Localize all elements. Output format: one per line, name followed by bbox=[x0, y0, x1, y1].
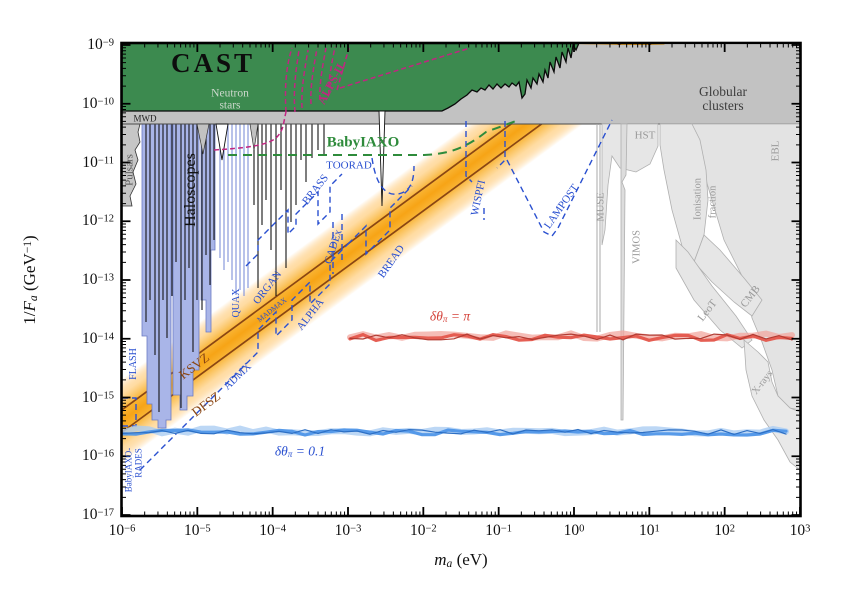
cast-region bbox=[122, 43, 580, 112]
ionisation-label: Ionisation bbox=[692, 178, 704, 220]
alps-ii-projection-curves bbox=[213, 46, 471, 151]
scribble-bands bbox=[122, 330, 795, 437]
neutron-star-wedge-2 bbox=[249, 123, 259, 151]
neutron-star-wedge bbox=[196, 123, 210, 155]
x-tick-10e1: 101 bbox=[638, 522, 660, 539]
y-tick-10e-14: 10−14 bbox=[82, 329, 114, 347]
hst-label: HST bbox=[634, 129, 656, 142]
delta-theta-01-label: δθπ = 0.1 bbox=[274, 443, 326, 460]
y-tick-10e-12: 10−12 bbox=[82, 212, 114, 230]
x-axis-title: ma (eV) bbox=[434, 549, 488, 571]
minor-ticks bbox=[121, 43, 801, 516]
x-tick-10e-6: 10−6 bbox=[108, 522, 136, 539]
band-delta-theta-01-stroke-2 bbox=[122, 428, 787, 436]
y-tick-10e-10: 10−10 bbox=[82, 94, 114, 112]
y-axis-title: 1/Fa (GeV−1) bbox=[19, 235, 41, 325]
y-tick-10e-16: 10−16 bbox=[82, 447, 114, 465]
y-tick-10e-17: 10−17 bbox=[82, 506, 114, 523]
quax-label: QUAX bbox=[230, 288, 242, 318]
x-tick-10e-3: 10−3 bbox=[334, 522, 362, 539]
projection-curves-blue bbox=[122, 119, 613, 471]
y-tick-10e-9: 10−9 bbox=[87, 36, 114, 53]
lampost-projection-curve bbox=[506, 119, 613, 237]
cadex-projection-curve bbox=[332, 214, 343, 274]
delta-theta-pi-label: δθπ = π bbox=[429, 308, 471, 325]
haloscope-spikes bbox=[145, 124, 325, 412]
band-delta-theta-pi-stroke-1 bbox=[348, 332, 794, 343]
cast-label: CAST bbox=[170, 48, 256, 79]
x-tick-10e0: 100 bbox=[563, 522, 585, 539]
globular-clusters-label: Globular clusters bbox=[699, 84, 747, 113]
brass-projection-curve bbox=[245, 173, 343, 267]
y-tick-10e-11: 10−11 bbox=[82, 153, 114, 171]
astro-grey-regions bbox=[596, 123, 800, 471]
quax-lines bbox=[219, 124, 249, 296]
xrays-region bbox=[743, 339, 800, 471]
toorad-projection-curve bbox=[371, 157, 415, 195]
band-delta-theta-pi-stroke-2 bbox=[349, 333, 793, 341]
bread-projection-curve bbox=[347, 185, 413, 256]
hst-region bbox=[601, 123, 659, 246]
vimos-region bbox=[620, 123, 628, 421]
ebl-label: EBL bbox=[769, 140, 782, 162]
white-gap-wedge bbox=[215, 123, 229, 161]
x-tick-10e-4: 10−4 bbox=[259, 522, 287, 539]
cmb-region bbox=[693, 234, 763, 317]
haloscopes-label: Haloscopes bbox=[181, 153, 199, 227]
x-tick-10e-2: 10−2 bbox=[409, 522, 437, 539]
babyiaxo-projection-curve bbox=[228, 120, 517, 156]
babyiaxo-rades-label-1: BabyIAXO- bbox=[123, 447, 134, 493]
flash-label: FLASH bbox=[127, 348, 139, 380]
fraction-label: fraction bbox=[707, 185, 719, 219]
pulsars-region bbox=[122, 123, 141, 207]
x-tick-10e-1: 10−1 bbox=[485, 522, 513, 539]
vimos-label: VIMOS bbox=[631, 230, 643, 264]
babyiaxo-label: BabyIAXO bbox=[326, 134, 400, 151]
admx-projection-curve bbox=[139, 243, 349, 471]
y-tick-10e-15: 10−15 bbox=[82, 388, 114, 406]
babyiaxo-rades-label-2: RADES bbox=[133, 448, 144, 478]
y-tick-10e-13: 10−13 bbox=[82, 271, 114, 288]
axis-ticks bbox=[121, 43, 801, 516]
wispfi-projection-curve bbox=[465, 121, 506, 220]
notch-spike bbox=[378, 110, 386, 207]
pulsars-label: Pulsars bbox=[123, 154, 136, 186]
neutron-stars-label: Neutron stars bbox=[211, 87, 249, 111]
mwd-label: MWD bbox=[133, 113, 157, 124]
x-tick-10e3: 103 bbox=[789, 522, 811, 539]
x-tick-10e2: 102 bbox=[714, 522, 736, 539]
x-tick-10e-5: 10−5 bbox=[183, 522, 211, 539]
toorad-label: TOORAD bbox=[326, 159, 372, 172]
muse-label: MUSE bbox=[595, 192, 607, 222]
band-delta-theta-01-stroke-1 bbox=[122, 428, 788, 437]
